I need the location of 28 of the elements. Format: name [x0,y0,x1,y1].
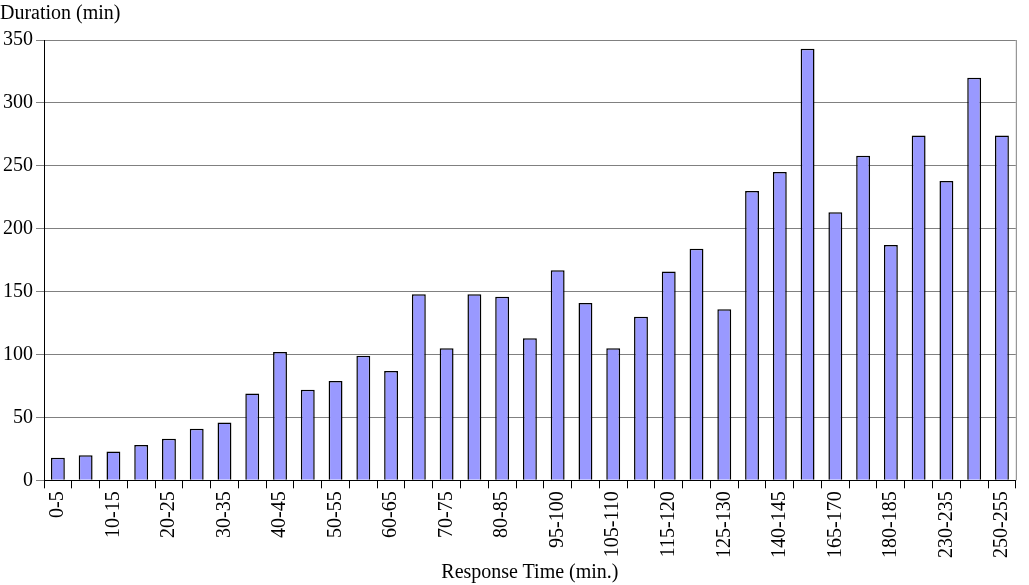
x-tick-label: 105-110 [600,491,623,558]
y-tick-label: 250 [3,153,33,176]
x-tick-label: 60-65 [378,491,401,539]
x-tick-label: 80-85 [489,491,512,539]
y-tick-label: 350 [3,27,33,50]
y-tick-label: 300 [3,90,33,113]
y-axis-title: Duration (min) [0,1,121,25]
x-tick-label: 20-25 [156,491,179,539]
x-tick-label: 115-120 [656,491,678,558]
x-tick-label: 180-185 [878,491,901,559]
x-axis-title: Response Time (min.) [441,560,619,584]
x-tick-label: 230-235 [933,491,956,559]
y-tick-label: 200 [3,215,33,238]
y-tick-label: 0 [23,467,33,490]
x-tick-label: 165-170 [822,491,845,559]
x-tick-label: 10-15 [100,491,123,539]
x-tick-label: 30-35 [211,491,234,539]
y-tick-label: 150 [3,278,33,301]
x-tick-label: 50-55 [322,491,345,539]
y-tick-label: 50 [13,404,33,427]
x-tick-label: 0-5 [45,491,68,519]
x-tick-label: 250-255 [989,491,1012,559]
y-tick-label: 100 [3,341,33,364]
x-tick-label: 140-145 [767,491,790,559]
x-tick-label: 70-75 [433,491,456,539]
x-tick-label: 95-100 [544,491,567,549]
x-tick-label: 40-45 [267,491,290,539]
x-tick-label: 125-130 [711,491,734,559]
